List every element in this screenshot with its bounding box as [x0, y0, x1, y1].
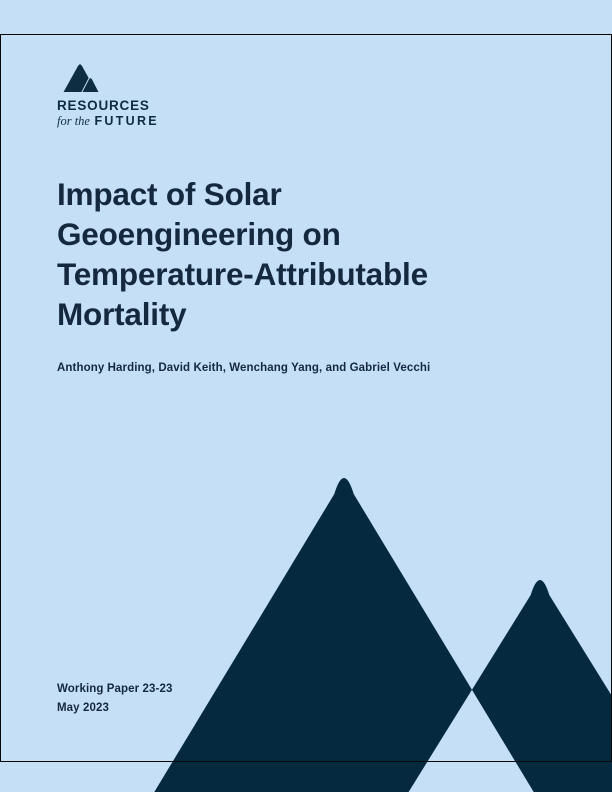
mountains-icon	[63, 64, 100, 92]
footer-meta: Working Paper 23-23 May 2023	[57, 680, 172, 718]
title-line-4: Mortality	[57, 296, 187, 332]
publication-date: May 2023	[57, 702, 109, 714]
paper-title: Impact of Solar Geoengineering on Temper…	[57, 174, 537, 334]
title-line-2: Geoengineering on	[57, 216, 341, 252]
logo-org-name: RESOURCES	[57, 98, 150, 113]
title-line-1: Impact of Solar	[57, 176, 282, 212]
working-paper-number: Working Paper 23-23	[57, 683, 173, 695]
logo-org-tagline: for the FUTURE	[57, 112, 159, 130]
authors-line: Anthony Harding, David Keith, Wenchang Y…	[57, 362, 431, 374]
title-line-3: Temperature-Attributable	[57, 256, 428, 292]
logo-for-the: for the	[57, 114, 90, 128]
logo-future: FUTURE	[94, 114, 159, 128]
